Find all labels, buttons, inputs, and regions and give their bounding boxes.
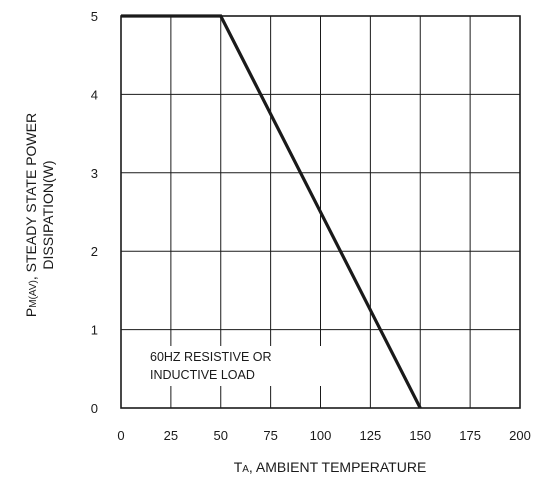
x-axis-title: TA, AMBIENT TEMPERATURE	[234, 459, 427, 475]
x-tick-labels: 0 25 50 75 100 125 150 175 200	[117, 428, 530, 443]
x-tick-label: 150	[409, 428, 431, 443]
x-tick-label: 125	[360, 428, 382, 443]
x-tick-label: 100	[310, 428, 332, 443]
y-tick-label: 5	[91, 9, 98, 24]
x-axis-title-main: T	[234, 459, 243, 475]
x-tick-label: 25	[164, 428, 178, 443]
y-tick-labels: 0 1 2 3 4 5	[91, 9, 98, 416]
annotation-line-2: INDUCTIVE LOAD	[150, 368, 255, 382]
x-tick-label: 175	[459, 428, 481, 443]
y-axis-title: PM(AV), STEADY STATE POWER DISSIPATION(W…	[23, 113, 56, 317]
y-axis-title-main: P	[23, 308, 39, 317]
annotation-line-1: 60HZ RESISTIVE OR	[150, 350, 272, 364]
x-tick-label: 200	[509, 428, 531, 443]
x-tick-label: 50	[214, 428, 228, 443]
y-tick-label: 1	[91, 323, 98, 338]
plot-border	[120, 15, 521, 409]
x-tick-label: 75	[263, 428, 277, 443]
series-line-0	[121, 14, 422, 409]
x-axis-title-rest: , AMBIENT TEMPERATURE	[249, 459, 426, 475]
annotation-background	[140, 346, 345, 386]
grid	[121, 16, 520, 408]
x-tick-label: 0	[117, 428, 124, 443]
plot-frame	[120, 15, 521, 409]
y-tick-label: 3	[91, 166, 98, 181]
y-axis-title-sub: M(AV)	[28, 280, 39, 308]
series	[121, 14, 422, 409]
x-axis-title-sub: A	[242, 464, 249, 475]
annotation: 60HZ RESISTIVE OR INDUCTIVE LOAD	[140, 346, 345, 386]
y-axis-title-line-2: DISSIPATION(W)	[40, 160, 56, 269]
y-axis-title-line-1: PM(AV), STEADY STATE POWER	[23, 113, 39, 317]
y-tick-label: 0	[91, 401, 98, 416]
y-tick-label: 2	[91, 244, 98, 259]
y-axis-title-rest: , STEADY STATE POWER	[23, 113, 39, 280]
y-tick-label: 4	[91, 87, 98, 102]
